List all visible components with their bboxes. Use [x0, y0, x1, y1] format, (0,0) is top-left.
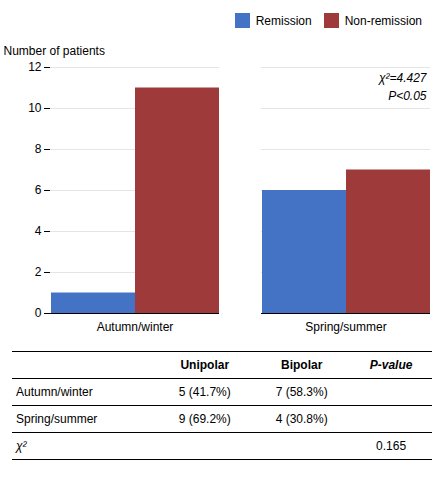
svg-text:Autumn/winter: Autumn/winter [97, 320, 174, 334]
html-text:9 (69.2%): 9 (69.2%) [178, 412, 231, 426]
svg-text:2: 2 [35, 265, 42, 279]
svg-text:0: 0 [35, 306, 42, 320]
svg-text:6: 6 [35, 183, 42, 197]
html-text:Unipolar: Unipolar [180, 358, 230, 372]
html-text:7 (58.3%): 7 (58.3%) [275, 385, 328, 399]
html-text:Non-remission: Non-remission [344, 13, 422, 28]
svg-text:10: 10 [28, 101, 42, 115]
html-text:0.165: 0.165 [376, 439, 407, 453]
svg-text:12: 12 [28, 60, 42, 74]
html-text:5 (41.7%): 5 (41.7%) [178, 385, 231, 399]
html-text:Autumn/winter: Autumn/winter [16, 385, 93, 399]
svg-text:Spring/summer: Spring/summer [305, 320, 386, 334]
svg-text:4: 4 [35, 224, 42, 238]
svg-text:χ²=4.427P<0.05: χ²=4.427P<0.05 [378, 71, 428, 103]
html-text:Spring/summer: Spring/summer [16, 412, 98, 426]
html-text:Remission: Remission [255, 13, 312, 28]
svg-text:8: 8 [35, 142, 42, 156]
html-text:4 (30.8%): 4 (30.8%) [275, 412, 328, 426]
html-text:Bipolar: Bipolar [281, 358, 323, 372]
html-text:P-value: P-value [369, 358, 413, 372]
svg-text:Number of patients: Number of patients [4, 44, 105, 58]
html-text:χ²: χ² [16, 439, 27, 453]
